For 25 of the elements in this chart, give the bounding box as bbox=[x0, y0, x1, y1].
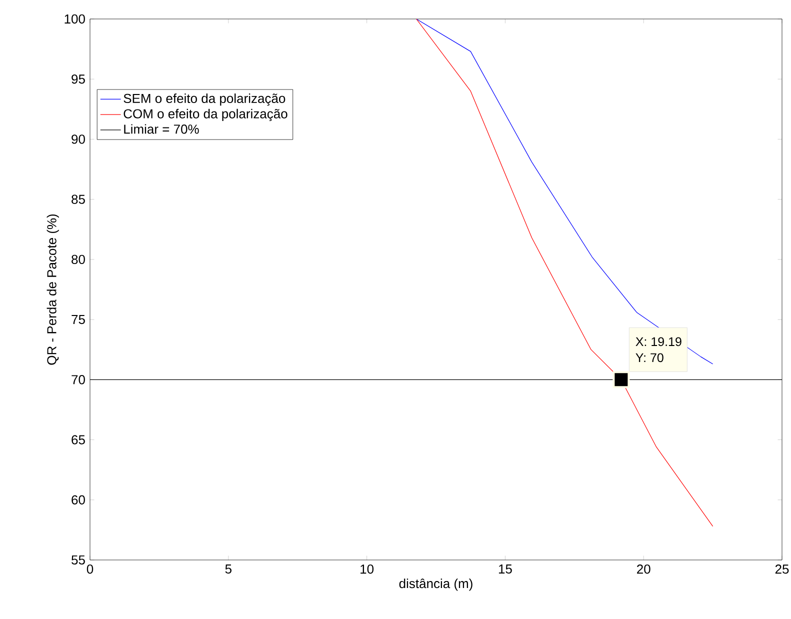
y-tick-label: 75 bbox=[72, 315, 85, 324]
y-axis-title: QR - Perda de Pacote (%) bbox=[46, 214, 59, 365]
x-tick-label: 25 bbox=[775, 564, 789, 574]
y-tick-label: 80 bbox=[72, 254, 85, 264]
y-tick-label: 90 bbox=[72, 134, 85, 144]
x-tick-label: 15 bbox=[498, 564, 512, 574]
line-series bbox=[416, 18, 714, 364]
annotation: Y: 70 bbox=[636, 353, 664, 362]
y-tick-label: 65 bbox=[72, 435, 85, 444]
y-tick-label: 95 bbox=[72, 74, 85, 84]
x-tick-label: 20 bbox=[637, 564, 650, 574]
x-tick-label: 10 bbox=[360, 564, 374, 574]
legend-label: Limiar = 70% bbox=[124, 124, 199, 134]
x-tick-label: 5 bbox=[225, 564, 232, 574]
y-tick-label: 70 bbox=[72, 375, 85, 384]
legend-label: COM o efeito da polarização bbox=[124, 108, 288, 122]
legend-label: SEM o efeito da polarização bbox=[124, 94, 286, 106]
annotation: X: 19.19 bbox=[636, 337, 682, 346]
x-tick-label: 0 bbox=[86, 564, 94, 574]
y-tick-label: 55 bbox=[72, 555, 85, 565]
x-axis-title: distância (m) bbox=[399, 578, 472, 591]
line-series bbox=[416, 18, 714, 527]
y-tick-label: 100 bbox=[64, 14, 85, 24]
y-tick-label: 60 bbox=[72, 495, 85, 504]
y-tick-label: 85 bbox=[72, 194, 85, 204]
